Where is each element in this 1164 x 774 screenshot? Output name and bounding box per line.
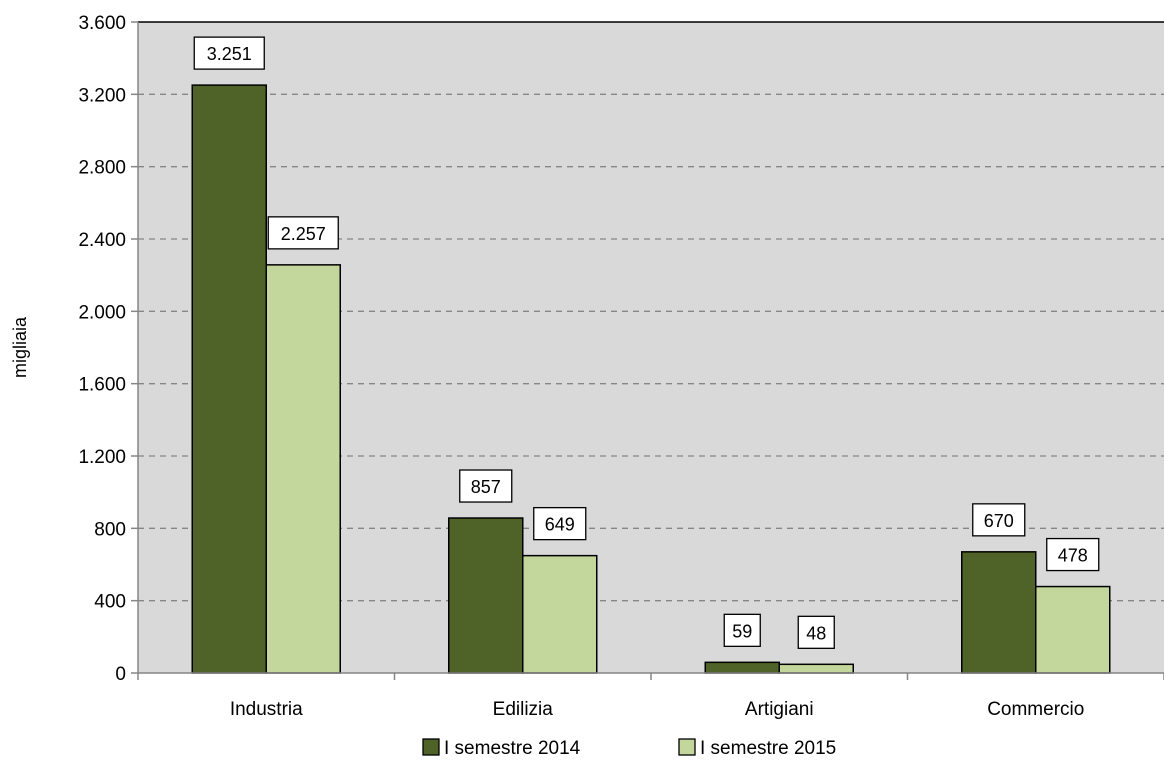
data-label-value: 2.257 xyxy=(281,224,326,244)
data-label-box xyxy=(193,36,265,70)
legend-label: I semestre 2015 xyxy=(700,738,836,759)
bar-series-1-commercio xyxy=(961,551,1037,674)
data-label-box xyxy=(533,506,587,541)
x-tick-label: Industria xyxy=(230,699,303,720)
bar-series-1-edilizia xyxy=(448,517,524,674)
bar-series-2-commercio xyxy=(1035,585,1111,674)
data-label-box xyxy=(972,503,1026,537)
data-label-value: 59 xyxy=(732,621,752,641)
y-tick-label: 3.200 xyxy=(78,85,126,106)
data-label-value: 478 xyxy=(1058,546,1088,566)
data-label-value: 3.251 xyxy=(207,44,252,64)
legend-label: I semestre 2014 xyxy=(444,738,581,759)
data-label-value: 649 xyxy=(545,515,575,535)
bars xyxy=(191,84,1111,674)
bar-series-1-artigiani xyxy=(704,661,780,674)
y-tick-label: 2.400 xyxy=(78,230,126,251)
data-label: 670 xyxy=(972,503,1026,537)
data-label: 48 xyxy=(797,615,835,649)
data-label-box xyxy=(723,613,761,647)
y-tick-label: 2.000 xyxy=(78,302,126,323)
legend: I semestre 2014 I semestre 2015 xyxy=(422,738,836,759)
y-tick-label: 1.600 xyxy=(78,375,126,396)
bar-series-2-industria xyxy=(265,264,341,674)
bar-series-2-edilizia xyxy=(522,554,598,674)
y-axis-ticks: 0 400 800 1.200 1.600 2.000 2.400 2.800 3.200 3.6… xyxy=(78,13,138,685)
data-label-value: 670 xyxy=(984,511,1014,531)
data-label-box xyxy=(797,615,835,649)
legend-swatch xyxy=(678,738,696,756)
data-label-value: 857 xyxy=(471,477,501,497)
x-tick-label: Artigiani xyxy=(745,699,814,720)
data-label-value: 48 xyxy=(806,623,826,643)
bar-series-1-industria xyxy=(191,84,267,674)
data-label: 478 xyxy=(1046,537,1100,572)
data-label-box xyxy=(1046,537,1100,572)
data-label: 3.251 xyxy=(193,36,265,70)
y-tick-label: 2.800 xyxy=(78,158,126,179)
y-axis-title: migliaia xyxy=(10,316,30,378)
y-tick-label: 800 xyxy=(94,519,126,540)
data-label-box xyxy=(459,469,513,503)
data-labels: 3.251 2.257 857 649 59 48 670 478 xyxy=(193,36,1100,649)
bar-series-2-artigiani xyxy=(778,663,854,674)
data-label-box xyxy=(267,216,339,250)
x-tick-label: Edilizia xyxy=(493,699,554,720)
data-label: 649 xyxy=(533,506,587,541)
y-tick-label: 3.600 xyxy=(78,13,126,34)
y-tick-label: 400 xyxy=(94,592,126,613)
data-label: 2.257 xyxy=(267,216,339,250)
y-tick-label: 0 xyxy=(115,664,126,685)
x-tick-label: Commercio xyxy=(987,699,1084,720)
data-label: 857 xyxy=(459,469,513,503)
y-tick-label: 1.200 xyxy=(78,447,126,468)
data-label: 59 xyxy=(723,613,761,647)
x-axis-ticks: Industria Edilizia Artigiani Commercio xyxy=(137,673,1164,720)
legend-swatch xyxy=(422,738,440,756)
